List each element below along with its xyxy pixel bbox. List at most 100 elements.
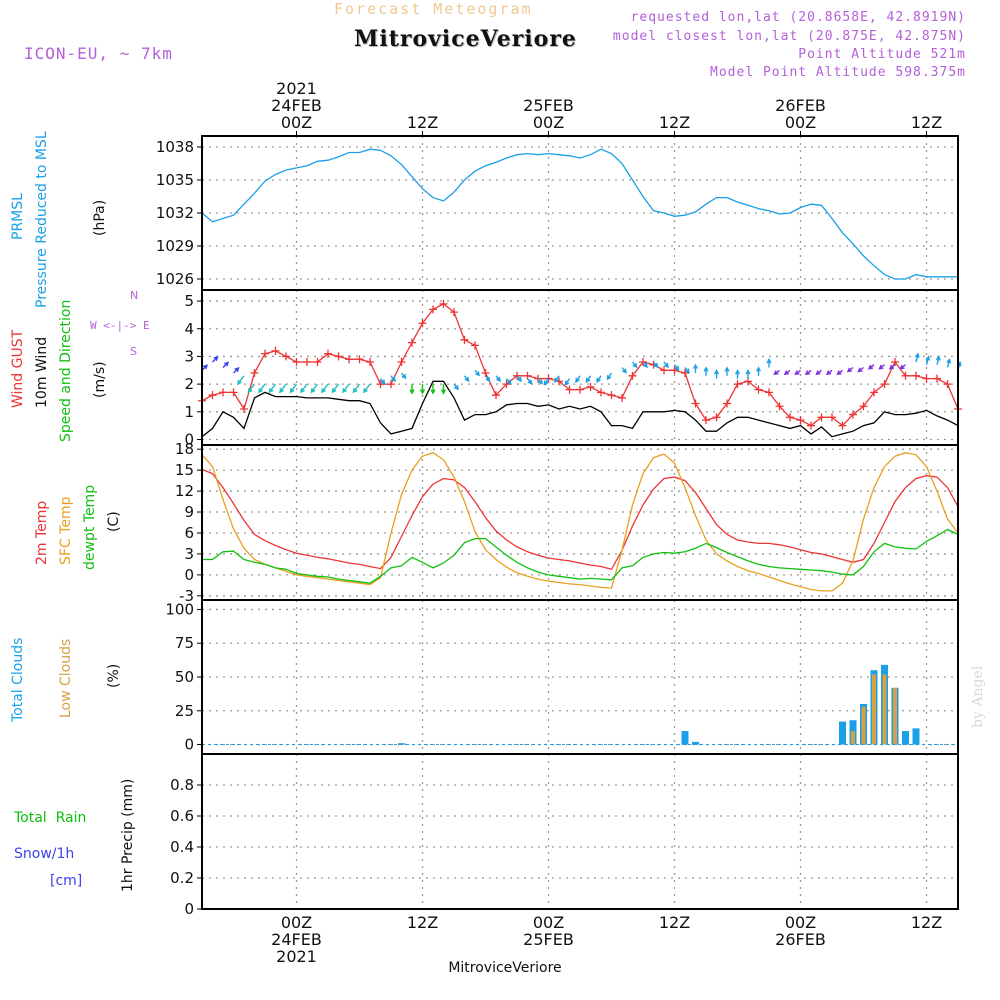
gust-marker-35	[565, 385, 574, 394]
ytick-label-2: 50	[175, 668, 194, 686]
bottom-time-year-0: 2021	[276, 947, 317, 966]
top-time-hour-3: 12Z	[659, 113, 690, 132]
gust-marker-68	[912, 371, 920, 380]
gust-marker-23	[439, 299, 448, 308]
panel-frame-2	[201, 444, 959, 601]
wind-arrow-9	[289, 383, 298, 393]
wind-arrowhead-45	[674, 365, 680, 371]
wind-arrow-11	[310, 383, 319, 393]
wind-arrowhead-13	[331, 388, 337, 394]
wind-arrow-7	[268, 383, 277, 393]
wind-arrowhead-10	[300, 388, 305, 394]
wind-arrowhead-49	[713, 369, 720, 375]
panel-frame-1	[201, 289, 959, 446]
ytick-label-5: 5	[184, 292, 194, 310]
wind-arrowhead-29	[506, 379, 512, 385]
gust-marker-4	[240, 405, 248, 414]
bottom-time-hour-0: 00Z	[281, 913, 312, 932]
series-line-2m-temp	[201, 468, 959, 571]
ytick-label-4: 1038	[156, 138, 194, 156]
bottom-time-hour-2: 00Z	[533, 913, 564, 932]
wind-arrowhead-27	[485, 376, 491, 382]
gust-marker-22	[429, 305, 437, 314]
model-altitude: Model Point Altitude 598.375m	[710, 65, 966, 80]
wind-arrowhead-54	[766, 358, 772, 364]
gust-marker-52	[744, 377, 752, 386]
gust-marker-16	[366, 357, 374, 366]
gust-marker-44	[660, 366, 668, 375]
ytick-label-1: 1	[184, 403, 194, 421]
gust-marker-21	[418, 319, 427, 328]
wind-arrowhead-30	[517, 376, 522, 382]
wind-arrowhead-50	[724, 366, 730, 372]
ytick-label-7: 18	[175, 440, 194, 458]
wind-arrowhead-59	[815, 370, 821, 376]
wind-arrowhead-26	[475, 371, 480, 377]
gust-marker-45	[670, 366, 679, 375]
gust-marker-28	[492, 391, 500, 400]
bar-0-0	[398, 743, 405, 745]
top-time-hour-2: 00Z	[533, 113, 564, 132]
panel-0: 1026 1029 1032 1035 1038	[156, 135, 959, 291]
wind-arrowhead-4	[237, 379, 242, 385]
wind-arrowhead-20	[409, 389, 415, 395]
ytick-label-1: 1029	[156, 237, 194, 255]
gust-marker-55	[775, 402, 784, 411]
wind-arrowhead-47	[692, 363, 699, 369]
bar-0-2	[692, 741, 699, 745]
ytick-label-0: 1026	[156, 270, 194, 288]
wind-arrowhead-32	[538, 379, 543, 385]
gust-marker-19	[397, 357, 406, 366]
ytick-label-3: 75	[175, 634, 194, 652]
wind-arrowhead-25	[464, 376, 470, 382]
ytick-label-2: 0.4	[170, 838, 194, 856]
gust-marker-60	[828, 413, 836, 422]
bar-1-4	[893, 687, 897, 745]
ytick-label-3: 3	[184, 347, 194, 365]
bar-0-10	[912, 728, 920, 745]
gust-marker-8	[282, 352, 290, 361]
compass-s: S	[130, 345, 137, 358]
gust-marker-40	[618, 393, 626, 402]
bottom-time-hour-3: 12Z	[659, 913, 690, 932]
ytick-label-5: 12	[175, 482, 194, 500]
ytick-label-4: 100	[165, 600, 194, 618]
wind-arrowhead-15	[352, 388, 358, 394]
wind-arrowhead-16	[363, 388, 368, 394]
ytick-label-0: 0	[184, 430, 194, 448]
wind-arrowhead-2	[223, 361, 230, 367]
gust-marker-33	[544, 374, 553, 383]
panel-3: 0 25 50 75 100	[165, 599, 959, 755]
wind-arrowhead-11	[310, 388, 316, 394]
wind-arrow-12	[321, 383, 329, 393]
gust-marker-20	[408, 338, 416, 347]
wind-arrowhead-1	[213, 355, 219, 361]
ytick-label-1: 25	[175, 702, 194, 720]
gust-marker-12	[324, 349, 332, 358]
wind-arrowhead-56	[783, 370, 790, 376]
gust-marker-62	[849, 410, 857, 419]
bar-1-3	[882, 674, 887, 745]
wind-arrowhead-70	[935, 355, 941, 361]
wind-arrowhead-9	[289, 388, 295, 394]
gust-marker-41	[628, 371, 637, 380]
gust-marker-57	[796, 416, 805, 425]
gust-marker-11	[313, 357, 322, 366]
gust-marker-37	[586, 382, 595, 391]
top-time-day-4: 26FEB	[775, 96, 826, 115]
gust-marker-49	[712, 413, 721, 422]
wind-arrowhead-55	[773, 370, 779, 376]
ytick-label-2: 2	[184, 375, 194, 393]
wind-arrowhead-24	[454, 385, 459, 391]
bar-1-2	[872, 674, 876, 745]
wind-arrowhead-60	[825, 370, 832, 376]
top-time-hour-4: 00Z	[785, 113, 816, 132]
top-time-day-0: 24FEB	[271, 96, 322, 115]
bar-1-0	[851, 731, 855, 745]
requested-coords: requested lon,lat (20.8658E, 42.8919N)	[630, 10, 966, 25]
top-time-hour-0: 00Z	[281, 113, 312, 132]
wind-arrowhead-0	[202, 364, 209, 370]
wind-arrowhead-53	[755, 366, 762, 372]
ytick-label-4: 4	[184, 320, 194, 338]
gust-marker-65	[880, 380, 889, 389]
